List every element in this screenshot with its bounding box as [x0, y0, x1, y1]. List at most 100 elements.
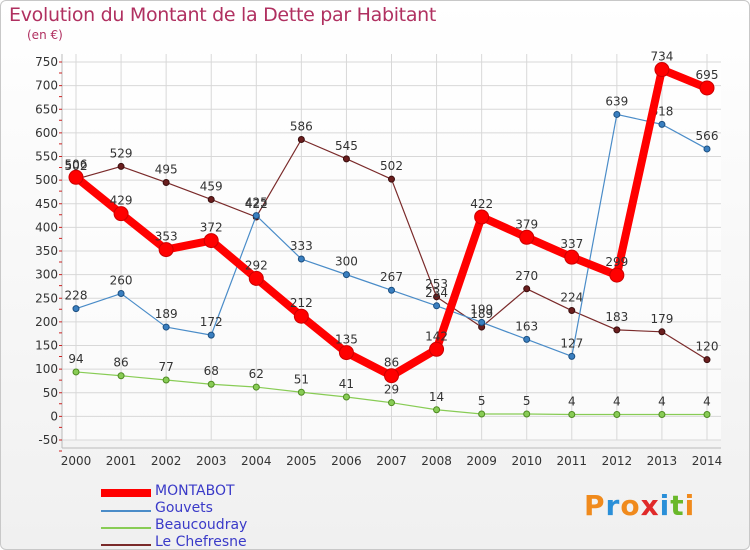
data-point-montabot — [564, 249, 580, 265]
data-label-le-chefresne: 253 — [425, 277, 448, 291]
data-label-montabot: 429 — [110, 194, 133, 208]
data-label-le-chefresne: 459 — [200, 179, 223, 193]
data-point-montabot — [654, 62, 670, 78]
data-point-le-chefresne — [703, 356, 711, 364]
data-label-gouvets: 425 — [245, 196, 268, 210]
data-label-beaucoudray: 4 — [658, 394, 666, 408]
data-label-gouvets: 189 — [155, 307, 178, 321]
data-point-gouvets — [162, 323, 170, 331]
data-label-gouvets: 172 — [200, 315, 223, 329]
data-point-montabot — [338, 345, 354, 361]
data-point-montabot — [293, 308, 309, 324]
data-label-montabot: 506 — [65, 157, 88, 171]
data-point-beaucoudray — [613, 410, 621, 418]
data-label-beaucoudray: 4 — [613, 394, 621, 408]
y-tick-label: 300 — [35, 268, 58, 282]
legend-swatch — [101, 527, 151, 529]
x-tick-label: 2007 — [376, 454, 407, 468]
data-label-gouvets: 260 — [110, 274, 133, 288]
data-label-beaucoudray: 86 — [113, 356, 128, 370]
data-point-gouvets — [207, 331, 215, 339]
data-label-montabot: 422 — [470, 197, 493, 211]
data-label-montabot: 353 — [155, 230, 178, 244]
data-label-montabot: 337 — [560, 237, 583, 251]
data-point-beaucoudray — [523, 410, 531, 418]
legend-swatch — [101, 510, 151, 512]
chart-title: Evolution du Montant de la Dette par Hab… — [9, 4, 437, 26]
data-point-le-chefresne — [162, 178, 170, 186]
y-tick-label: 550 — [35, 150, 58, 164]
y-tick-label: 50 — [43, 386, 58, 400]
data-label-le-chefresne: 422 — [245, 197, 268, 211]
data-point-montabot — [113, 206, 129, 222]
data-label-gouvets: 639 — [605, 94, 628, 108]
data-label-gouvets: 267 — [380, 270, 403, 284]
data-point-beaucoudray — [207, 380, 215, 388]
data-label-le-chefresne: 495 — [155, 162, 178, 176]
data-point-le-chefresne — [658, 328, 666, 336]
y-tick-label: 450 — [35, 197, 58, 211]
data-label-gouvets: 333 — [290, 239, 313, 253]
data-label-beaucoudray: 4 — [703, 394, 711, 408]
unit-label: (en €) — [27, 28, 63, 42]
x-tick-label: 2001 — [106, 454, 137, 468]
data-point-beaucoudray — [433, 406, 441, 414]
data-label-montabot: 695 — [696, 68, 719, 82]
data-label-le-chefresne: 545 — [335, 139, 358, 153]
data-point-gouvets — [252, 212, 260, 220]
data-label-le-chefresne: 502 — [380, 159, 403, 173]
x-tick-label: 2005 — [286, 454, 317, 468]
data-point-gouvets — [613, 110, 621, 118]
x-tick-label: 2004 — [241, 454, 272, 468]
data-point-montabot — [699, 80, 715, 96]
x-tick-label: 2011 — [557, 454, 588, 468]
x-tick-label: 2012 — [602, 454, 633, 468]
data-point-gouvets — [658, 120, 666, 128]
data-point-beaucoudray — [252, 383, 260, 391]
data-point-montabot — [519, 229, 535, 245]
data-point-le-chefresne — [523, 285, 531, 293]
data-point-gouvets — [433, 302, 441, 310]
data-point-gouvets — [72, 305, 80, 313]
data-label-beaucoudray: 5 — [523, 394, 531, 408]
data-label-montabot: 142 — [425, 329, 448, 343]
data-label-beaucoudray: 41 — [339, 377, 354, 391]
y-tick-label: 750 — [35, 55, 58, 69]
y-tick-label: 150 — [35, 339, 58, 353]
data-point-le-chefresne — [207, 195, 215, 203]
data-label-montabot: 292 — [245, 258, 268, 272]
data-point-beaucoudray — [388, 399, 395, 407]
data-label-montabot: 86 — [384, 356, 399, 370]
logo-letter: r — [605, 489, 621, 522]
y-tick-label: 0 — [50, 409, 58, 423]
data-point-le-chefresne — [433, 293, 441, 301]
x-tick-label: 2009 — [466, 454, 497, 468]
data-label-gouvets: 300 — [335, 255, 358, 269]
data-point-beaucoudray — [72, 368, 80, 376]
data-label-beaucoudray: 68 — [204, 364, 219, 378]
data-label-le-chefresne: 529 — [110, 146, 133, 160]
data-point-gouvets — [342, 271, 350, 279]
data-label-montabot: 372 — [200, 221, 223, 235]
data-label-gouvets: 234 — [425, 286, 448, 300]
logo-letter: P — [584, 489, 606, 522]
x-tick-label: 2006 — [331, 454, 362, 468]
data-label-le-chefresne: 224 — [560, 291, 583, 305]
data-label-gouvets: 163 — [515, 319, 538, 333]
logo-letter: o — [620, 489, 641, 522]
x-tick-label: 2008 — [421, 454, 452, 468]
data-label-montabot: 135 — [335, 333, 358, 347]
data-point-gouvets — [117, 290, 125, 298]
y-tick-label: 200 — [35, 315, 58, 329]
legend-label: Beaucoudray — [155, 517, 248, 533]
logo-letter: t — [670, 489, 685, 522]
data-point-le-chefresne — [297, 135, 305, 143]
data-label-le-chefresne: 179 — [650, 312, 673, 326]
x-tick-label: 2000 — [61, 454, 92, 468]
data-label-gouvets: 199 — [470, 302, 493, 316]
data-point-beaucoudray — [117, 372, 125, 380]
legend-label: Le Chefresne — [155, 534, 247, 550]
data-point-gouvets — [568, 352, 576, 360]
data-point-le-chefresne — [117, 162, 125, 170]
